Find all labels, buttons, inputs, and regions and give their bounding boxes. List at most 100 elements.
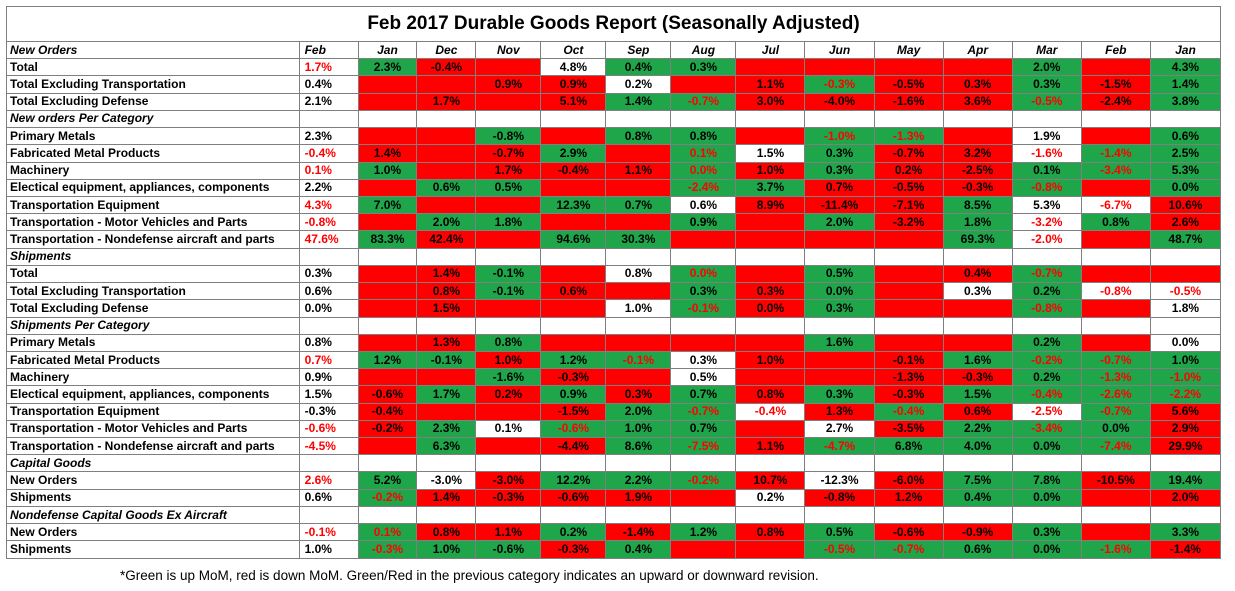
value-cell: 12.3% <box>540 195 607 215</box>
empty-cell <box>873 109 944 129</box>
value-cell: 12.2% <box>540 471 607 490</box>
value-cell: -0.6% <box>540 488 607 507</box>
value-cell: 1.3% <box>804 402 875 421</box>
value-cell: -0.8% <box>475 58 542 77</box>
value-cell: -0.1% <box>416 350 477 370</box>
value-cell: 30.3% <box>605 230 672 249</box>
value-cell: 0.3% <box>942 282 1013 301</box>
row-label: Electical equipment, appliances, compone… <box>6 178 300 197</box>
value-cell: 2.0% <box>605 402 672 421</box>
table-row: New Orders -0.1% 0.1% 0.8% 1.1% 0.2% -1.4% 1.2%… <box>6 523 1222 542</box>
value-cell: -2.4% <box>670 178 737 197</box>
value-cell: -0.3% <box>540 540 607 559</box>
value-cell: 0.3% <box>1011 523 1082 542</box>
value-cell: 1.6% <box>804 333 875 352</box>
value-cell: -0.4% <box>540 161 607 180</box>
value-cell: 0.5% <box>804 523 875 542</box>
value-cell: 1.1% <box>735 75 806 94</box>
empty-cell <box>670 316 737 335</box>
value-cell: 5.3% <box>1011 195 1082 215</box>
section-label: Capital Goods <box>6 454 300 473</box>
value-cell: -3.5% <box>873 419 944 439</box>
value-cell: 0.8% <box>416 523 477 542</box>
value-cell: 0.0% <box>1149 178 1222 197</box>
empty-cell <box>942 109 1013 129</box>
value-cell: -0.1% <box>873 333 944 352</box>
row-label: Total Excluding Transportation <box>6 75 300 94</box>
value-cell: 2.3% <box>357 58 418 77</box>
value-cell: 2.7% <box>804 419 875 439</box>
table-row: Primary Metals 0.8% 0.7% 1.3% 0.8% -0.1% 0.0% -… <box>6 333 1222 352</box>
value-cell: 0.2% <box>735 488 806 507</box>
value-cell: -0.3% <box>475 488 542 507</box>
value-cell: 0.0% <box>670 540 737 559</box>
month-header: Feb <box>298 40 359 60</box>
value-cell: 0.3% <box>1011 75 1082 94</box>
value-cell: 0.0% <box>670 264 737 284</box>
value-cell: 2.2% <box>942 419 1013 439</box>
value-cell: -1.5% <box>1080 75 1151 94</box>
value-cell: 2.5% <box>416 402 477 421</box>
value-cell: -4.0% <box>804 92 875 111</box>
value-cell: 7.0% <box>357 195 418 215</box>
value-cell: -0.6% <box>298 419 359 439</box>
value-cell: -3.3% <box>1080 178 1151 197</box>
value-cell: 0.2% <box>1011 282 1082 301</box>
value-cell: 0.8% <box>605 213 672 232</box>
value-cell: 1.1% <box>475 523 542 542</box>
value-cell: -3.2% <box>1011 213 1082 232</box>
value-cell: -0.1% <box>475 282 542 301</box>
value-cell: 0.3% <box>605 385 672 404</box>
durable-goods-sheet: Feb 2017 Durable Goods Report (Seasonall… <box>6 6 1222 559</box>
value-cell: 0.8% <box>605 127 672 146</box>
value-cell: 0.5% <box>804 264 875 284</box>
row-label: Electical equipment, appliances, compone… <box>6 385 300 404</box>
value-cell: -0.2% <box>670 471 737 490</box>
value-cell: 0.1% <box>357 282 418 301</box>
value-cell: -0.9% <box>942 523 1013 542</box>
value-cell: -12.3% <box>804 471 875 490</box>
empty-cell <box>1011 454 1082 473</box>
section-label: New orders Per Category <box>6 109 300 129</box>
value-cell: -0.3% <box>298 402 359 421</box>
empty-cell <box>475 505 542 525</box>
value-cell: 0.6% <box>298 488 359 507</box>
value-cell: 1.4% <box>605 92 672 111</box>
empty-cell <box>804 316 875 335</box>
empty-cell <box>1011 505 1082 525</box>
value-cell: 0.1% <box>1011 161 1082 180</box>
empty-cell <box>1080 454 1151 473</box>
row-label: Total <box>6 58 300 77</box>
value-cell: 73.7% <box>735 230 806 249</box>
value-cell: 0.8% <box>605 264 672 284</box>
value-cell: -2.2% <box>1149 385 1222 404</box>
section-row: New orders Per Category <box>6 109 1222 129</box>
row-label: Fabricated Metal Products <box>6 350 300 370</box>
value-cell: 0.2% <box>1011 368 1082 387</box>
value-cell: -7.5% <box>670 437 737 456</box>
value-cell: -0.3% <box>873 264 944 284</box>
table-row: Total 0.3% -0.1% 1.4% -0.1% -0.1% 0.8% 0.0% 0.0%… <box>6 264 1222 284</box>
section-label-new-orders: New Orders <box>6 40 300 60</box>
value-cell: -1.0% <box>1080 299 1151 318</box>
empty-cell <box>942 247 1013 266</box>
value-cell: 2.0% <box>416 213 477 232</box>
value-cell: 1.0% <box>942 299 1013 318</box>
value-cell: -1.5% <box>540 402 607 421</box>
value-cell: 0.3% <box>735 282 806 301</box>
value-cell: 1.0% <box>475 350 542 370</box>
value-cell: 1.0% <box>357 161 418 180</box>
value-cell: -0.3% <box>942 368 1013 387</box>
section-label: Nondefense Capital Goods Ex Aircraft <box>6 505 300 525</box>
empty-cell <box>1149 109 1222 129</box>
value-cell: 6.8% <box>873 437 944 456</box>
value-cell: -0.2% <box>357 488 418 507</box>
value-cell: 2.6% <box>1149 213 1222 232</box>
value-cell: 1.1% <box>605 161 672 180</box>
value-cell: -1.3% <box>873 127 944 146</box>
value-cell: 0.7% <box>670 419 737 439</box>
table-row: Transportation - Nondefense aircraft and… <box>6 437 1222 456</box>
value-cell: -4.4% <box>475 195 542 215</box>
value-cell: 0.4% <box>357 437 418 456</box>
value-cell: -0.8% <box>1080 282 1151 301</box>
